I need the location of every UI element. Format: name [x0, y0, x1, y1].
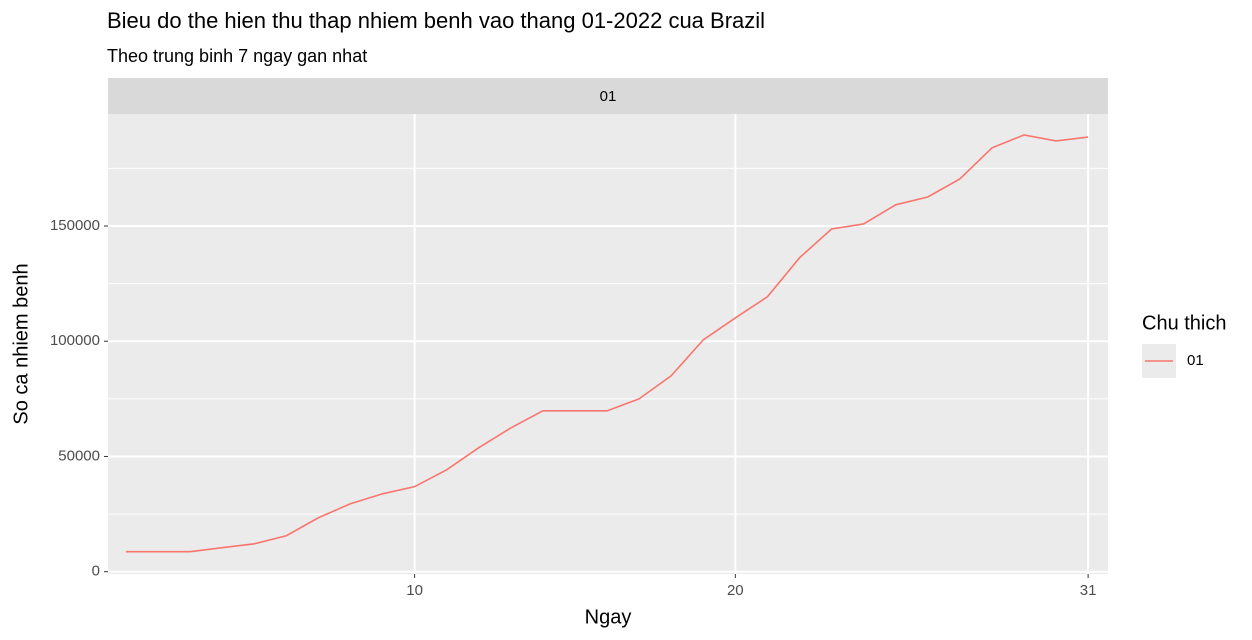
x-tick-label: 10: [406, 582, 423, 599]
y-tick-label: 0: [92, 563, 100, 580]
legend-label: 01: [1187, 352, 1204, 369]
legend-title: Chu thich: [1142, 312, 1227, 334]
panel: [108, 114, 1108, 574]
facet-label: 01: [600, 88, 617, 105]
chart-subtitle: Theo trung binh 7 ngay gan nhat: [107, 46, 367, 66]
x-tick-label: 31: [1080, 582, 1097, 599]
chart-title: Bieu do the hien thu thap nhiem benh vao…: [107, 8, 765, 33]
x-axis-title: Ngay: [585, 606, 632, 628]
y-tick-label: 50000: [58, 447, 100, 464]
facet-strip: [108, 78, 1108, 114]
x-tick-label: 20: [727, 582, 744, 599]
y-axis-title: So ca nhiem benh: [10, 263, 32, 424]
series-line: [125, 134, 1089, 553]
y-tick-label: 100000: [50, 332, 100, 349]
y-tick-label: 150000: [50, 217, 100, 234]
